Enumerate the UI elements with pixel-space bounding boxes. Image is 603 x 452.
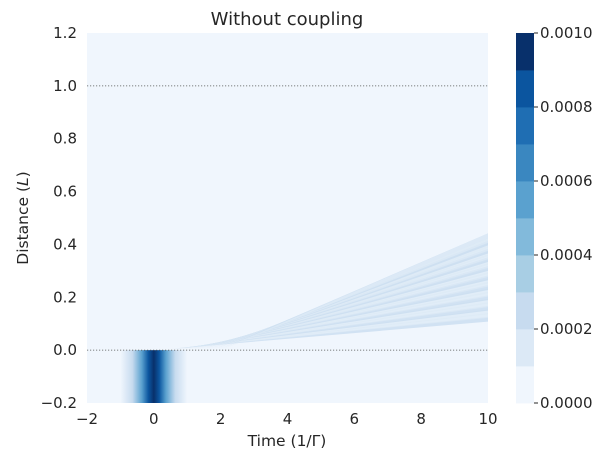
colorbar-band [516,107,534,145]
y-axis-ticks: −0.2 0.0 0.2 0.4 0.6 0.8 1.0 1.2 [41,24,77,412]
colorbar-tick-label: 0.0010 [540,24,593,42]
y-axis-label-prefix: Distance ( [14,186,32,265]
y-tick-label: 0.0 [53,341,77,359]
plot-area [87,33,488,403]
x-axis-ticks: −2 0 2 4 6 8 10 [76,410,498,428]
colorbar-tick-label: 0.0004 [540,246,593,264]
x-tick-label: 2 [216,410,226,428]
y-axis-label: Distance (L) [14,171,32,264]
y-tick-label: −0.2 [41,394,77,412]
colorbar-band [516,181,534,219]
chart-title: Without coupling [211,9,364,30]
y-tick-label: 0.8 [53,130,77,148]
x-axis-label: Time (1/Γ) [247,432,327,450]
wavefront-fringes [170,233,488,349]
x-tick-label: −2 [76,410,98,428]
y-tick-label: 1.2 [53,24,77,42]
colorbar: 0.0000 0.0002 0.0004 0.0006 0.0008 0.0010 [516,24,593,412]
colorbar-band [516,218,534,256]
colorbar-band [516,366,534,404]
source-pulse [120,350,188,403]
fringe-band [224,233,488,349]
colorbar-tick-label: 0.0006 [540,172,593,190]
y-axis-label-suffix: ) [14,171,32,177]
colorbar-band [516,329,534,367]
y-tick-label: 0.2 [53,288,77,306]
colorbar-tick-label: 0.0002 [540,320,593,338]
x-tick-label: 6 [350,410,360,428]
colorbar-band [516,144,534,182]
colorbar-tick-label: 0.0008 [540,98,593,116]
colorbar-band [516,70,534,108]
colorbar-band [516,255,534,293]
colorbar-band [516,33,534,71]
y-axis-label-unit: L [14,177,32,186]
plot-background [87,33,488,403]
fringe-band [220,233,488,349]
x-tick-label: 10 [478,410,497,428]
y-tick-label: 0.4 [53,235,77,253]
colorbar-band [516,292,534,330]
x-tick-label: 8 [416,410,426,428]
colorbar-tick-label: 0.0000 [540,394,593,412]
y-tick-label: 0.6 [53,183,77,201]
y-tick-label: 1.0 [53,77,77,95]
x-tick-label: 0 [149,410,159,428]
x-tick-label: 4 [283,410,293,428]
fringe-band [222,233,488,349]
reference-lines [87,85,488,351]
